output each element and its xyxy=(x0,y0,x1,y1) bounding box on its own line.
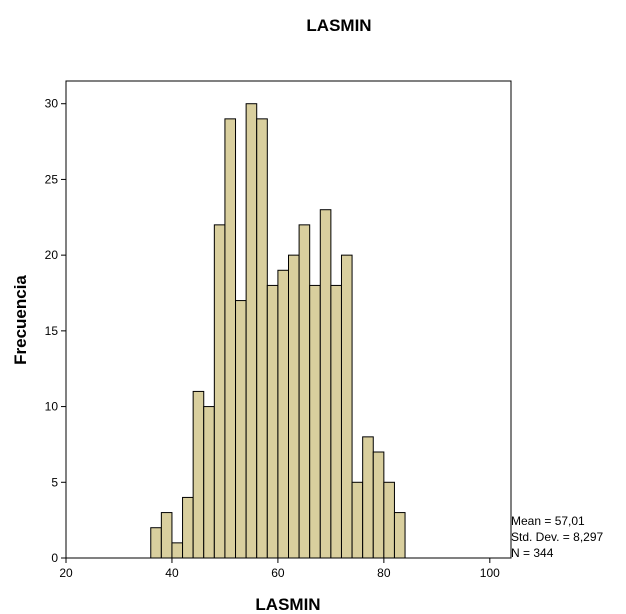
y-axis-title: Frecuencia xyxy=(11,275,30,365)
bars-group xyxy=(150,103,406,559)
histogram-bar xyxy=(256,118,268,559)
stats-n: N = 344 xyxy=(511,546,554,560)
histogram-bar xyxy=(319,209,332,559)
histogram-bar xyxy=(235,300,247,559)
stats-std-dev: Std. Dev. = 8,297 xyxy=(511,530,603,544)
histogram-bar xyxy=(266,284,279,559)
stats-mean: Mean = 57,01 xyxy=(511,514,585,528)
stats-box: Mean = 57,01 Std. Dev. = 8,297 N = 344 xyxy=(511,514,603,560)
histogram-bar xyxy=(309,284,321,559)
y-tick-label: 0 xyxy=(51,551,58,565)
x-axis: 20 40 60 80 100 xyxy=(59,558,500,580)
histogram-bar xyxy=(160,512,173,559)
histogram-bar xyxy=(351,481,364,559)
x-tick-label: 80 xyxy=(377,566,391,580)
x-axis-title: LASMIN xyxy=(255,595,320,614)
y-tick-label: 10 xyxy=(45,400,59,414)
histogram-bar xyxy=(383,481,395,559)
histogram-bar xyxy=(192,390,205,559)
y-tick-label: 15 xyxy=(45,324,59,338)
chart-title: LASMIN xyxy=(306,16,371,35)
y-tick-label: 25 xyxy=(45,172,59,186)
histogram-bar xyxy=(182,496,194,559)
histogram-bar xyxy=(277,269,289,559)
y-tick-label: 5 xyxy=(51,475,58,489)
histogram-bar xyxy=(171,542,184,559)
histogram-bar xyxy=(150,527,162,559)
histogram-bar xyxy=(298,224,311,559)
x-tick-label: 100 xyxy=(480,566,500,580)
x-tick-label: 60 xyxy=(271,566,285,580)
histogram-bar xyxy=(330,284,342,559)
y-tick-label: 20 xyxy=(45,248,59,262)
histogram-bar xyxy=(245,103,258,559)
histogram-bar xyxy=(288,254,300,559)
y-tick-label: 30 xyxy=(45,97,59,111)
histogram-bar xyxy=(213,224,226,559)
histogram-bar xyxy=(362,436,374,559)
histogram-bar xyxy=(224,118,237,559)
y-axis: 0 5 10 15 20 25 30 xyxy=(45,97,66,565)
histogram-bar xyxy=(393,512,406,559)
x-tick-label: 20 xyxy=(59,566,73,580)
histogram-bar xyxy=(203,406,215,559)
x-tick-label: 40 xyxy=(165,566,179,580)
histogram-bar xyxy=(340,254,353,559)
histogram-bar xyxy=(372,451,385,559)
